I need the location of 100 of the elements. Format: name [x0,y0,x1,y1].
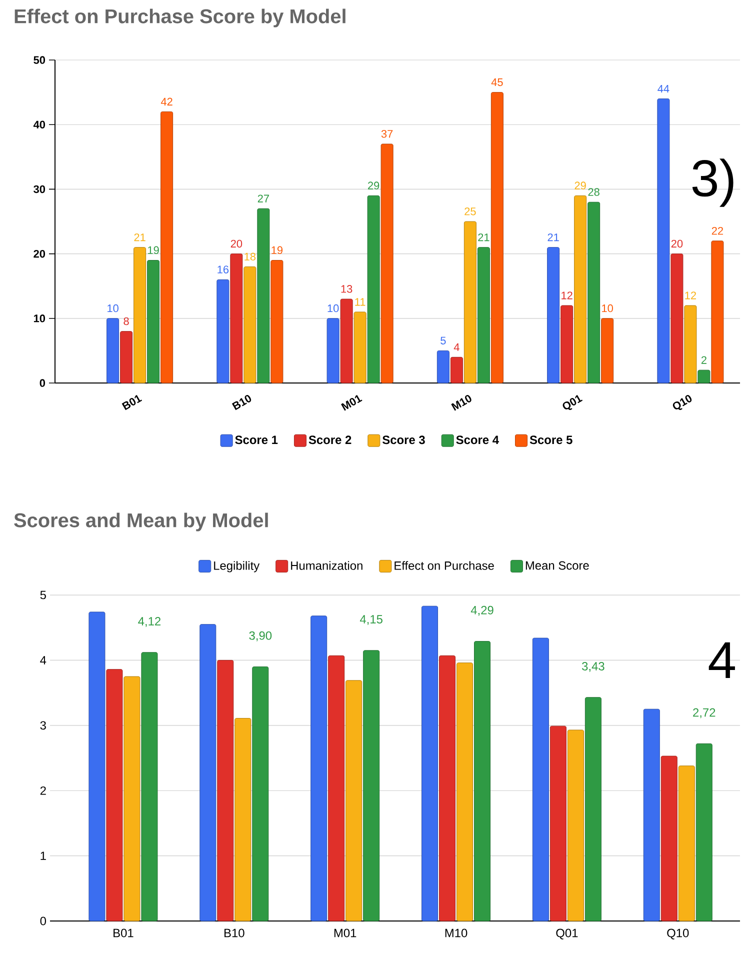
y-tick-label: 2 [40,786,46,795]
data-label: 25 [464,208,476,216]
bar [584,697,602,922]
bar [120,331,133,384]
bar [363,650,380,922]
data-label: 18 [244,252,256,260]
bar [257,208,270,384]
bar [380,144,394,384]
data-label: 13 [341,285,352,293]
data-label: 16 [218,266,229,274]
annotation: 3) [692,158,734,207]
data-label: 29 [368,182,380,190]
data-label: 19 [272,246,283,254]
bar [422,606,438,922]
x-tick-label: Q10 [667,928,689,940]
data-label: 20 [230,240,242,248]
x-tick-label: M10 [445,928,468,938]
data-label: 21 [548,233,559,242]
x-tick-label: M01 [334,928,356,938]
bar [354,312,366,384]
data-label: 12 [562,292,572,300]
y-tick-label: 5 [40,590,46,600]
bar [106,669,123,922]
data-label: 42 [160,98,172,106]
bar [88,612,106,922]
bar [567,730,584,922]
chart-title: Scores and Mean by Model [14,512,268,532]
data-label: 12 [685,292,696,300]
data-label: 21 [134,233,146,242]
data-label: 29 [574,182,586,190]
x-tick-label: B10 [224,928,244,938]
data-label: 20 [671,240,683,248]
bar [230,254,243,384]
y-tick-label: 3 [40,721,46,730]
bar [328,655,345,922]
data-label: 4,15 [360,615,382,625]
bar [141,652,158,922]
data-label: 8 [124,317,129,326]
x-tick-label: Q01 [562,394,583,410]
bar [216,279,230,384]
data-label: 5 [440,336,446,344]
data-label: 3,43 [582,662,604,672]
bar [670,254,684,384]
legend-label: Effect on Purchase [394,561,494,570]
bar [244,266,256,384]
y-tick-label: 0 [40,916,46,926]
data-label: 22 [712,227,723,235]
bar [660,756,678,922]
bar [696,743,712,922]
x-tick-label: Q01 [556,928,578,940]
bar [456,662,474,922]
bar [147,260,160,384]
bar [601,318,614,384]
data-label: 4,12 [138,617,160,627]
data-label: 27 [258,194,269,202]
legend-label: Mean Score [526,561,589,570]
data-label: 21 [478,233,490,242]
x-tick-label: M01 [341,394,362,411]
y-tick-label: 30 [34,185,46,194]
bar [574,195,587,384]
bar [464,221,476,384]
bar [270,260,284,384]
bar [698,370,710,384]
data-label: 3,90 [249,631,272,642]
bar [643,708,660,922]
data-label: 4 [454,343,460,351]
data-label: 28 [588,188,600,196]
bar [678,766,695,922]
bar [550,726,566,922]
bar [134,247,146,384]
data-label: 11 [355,298,366,306]
bar [106,318,120,384]
x-tick-label: B10 [232,394,252,410]
bar [547,247,560,384]
bar [124,676,140,922]
bar [200,624,216,922]
legend-label: Humanization [291,561,362,570]
data-label: 10 [328,304,339,312]
bar [439,655,456,922]
bar [346,680,362,922]
x-tick-label: M10 [451,394,472,411]
bar [657,98,670,384]
legend-label: Legibility [214,561,260,572]
bar [234,718,252,922]
bar [450,356,463,384]
data-label: 4,29 [470,606,494,616]
bar [217,660,234,922]
bar [560,305,574,384]
bar [340,298,353,384]
bar [326,318,340,384]
y-tick-label: 40 [33,120,46,128]
y-tick-label: 4 [40,656,46,664]
data-label: 2,72 [693,708,716,718]
y-tick-label: 20 [34,250,46,258]
bar [588,202,600,384]
y-tick-label: 10 [34,314,46,322]
data-label: 19 [148,246,159,254]
bar [684,305,697,384]
bar [310,616,328,922]
bar [711,240,724,384]
